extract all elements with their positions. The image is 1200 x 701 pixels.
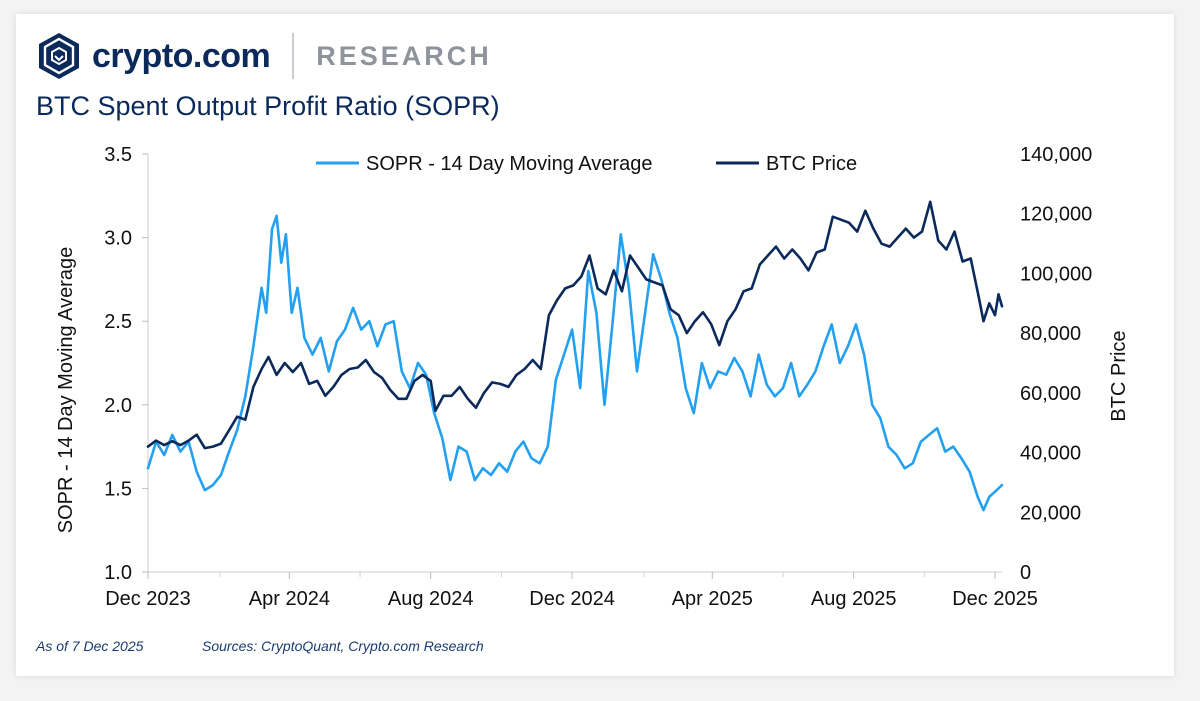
x-tick-label: Dec 2024 xyxy=(529,588,615,610)
y-axis-left-title: SOPR - 14 Day Moving Average xyxy=(55,247,77,533)
y-right-tick-label: 20,000 xyxy=(1020,502,1081,524)
chart-card: crypto.com RESEARCH BTC Spent Output Pro… xyxy=(16,14,1174,676)
y-axis-left-ticks: 1.0 1.5 2.0 2.5 3.0 3.5 xyxy=(104,144,148,584)
series-line-btc-price xyxy=(146,200,1004,450)
brand-name: crypto.com xyxy=(92,37,271,75)
chart-title: BTC Spent Output Profit Ratio (SOPR) xyxy=(36,91,500,121)
x-tick-label: Aug 2024 xyxy=(388,588,474,610)
y-left-tick-label: 3.5 xyxy=(104,144,132,166)
y-right-tick-label: 0 xyxy=(1020,562,1031,584)
legend-label-sopr: SOPR - 14 Day Moving Average xyxy=(366,153,652,175)
x-tick-label: Apr 2024 xyxy=(249,588,330,610)
as-of-note: As of 7 Dec 2025 xyxy=(36,638,144,654)
brand-divider xyxy=(292,33,295,79)
crypto-com-lion-shield-icon xyxy=(39,33,79,79)
y-right-tick-label: 60,000 xyxy=(1020,383,1081,405)
y-left-tick-label: 1.5 xyxy=(104,478,132,500)
y-axis-right-ticks: 0 20,000 40,000 60,000 80,000 100,000 120,000 1… xyxy=(1020,144,1092,584)
y-right-tick-label: 40,000 xyxy=(1020,443,1081,465)
x-axis-ticks: Dec 2023 Apr 2024 Aug 2024 Dec 2024 Apr 2025… xyxy=(105,572,1038,610)
brand-header: crypto.com RESEARCH xyxy=(38,32,492,80)
y-right-tick-label: 140,000 xyxy=(1020,144,1092,166)
x-tick-label: Dec 2025 xyxy=(952,588,1038,610)
sopr-chart: SOPR - 14 Day Moving Average BTC Price 1… xyxy=(55,144,1130,610)
x-tick-label: Aug 2025 xyxy=(811,588,897,610)
y-left-tick-label: 2.0 xyxy=(104,395,132,417)
y-left-tick-label: 1.0 xyxy=(104,562,132,584)
legend: SOPR - 14 Day Moving Average BTC Price xyxy=(316,153,857,175)
sources-note: Sources: CryptoQuant, Crypto.com Researc… xyxy=(202,638,484,654)
x-tick-label: Apr 2025 xyxy=(672,588,753,610)
series-line-sopr xyxy=(146,214,1004,512)
y-right-tick-label: 80,000 xyxy=(1020,323,1081,345)
y-right-tick-label: 120,000 xyxy=(1020,204,1092,226)
y-axis-right-title: BTC Price xyxy=(1108,330,1130,421)
y-left-tick-label: 2.5 xyxy=(104,311,132,333)
brand-section: RESEARCH xyxy=(316,41,492,71)
y-right-tick-label: 100,000 xyxy=(1020,263,1092,285)
y-left-tick-label: 3.0 xyxy=(104,228,132,250)
legend-label-btc-price: BTC Price xyxy=(766,153,857,175)
x-tick-label: Dec 2023 xyxy=(105,588,191,610)
